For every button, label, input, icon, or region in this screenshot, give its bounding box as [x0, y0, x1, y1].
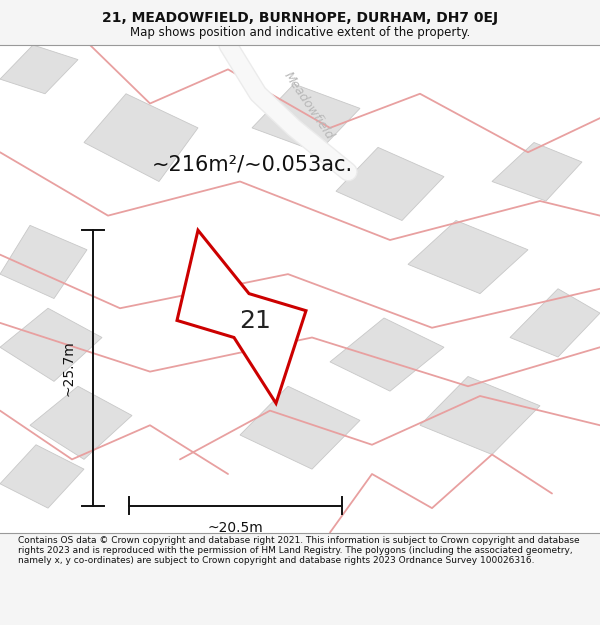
Text: Map shows position and indicative extent of the property.: Map shows position and indicative extent… — [130, 26, 470, 39]
Polygon shape — [252, 84, 360, 152]
Polygon shape — [0, 308, 102, 381]
Text: Contains OS data © Crown copyright and database right 2021. This information is : Contains OS data © Crown copyright and d… — [18, 536, 580, 566]
Polygon shape — [177, 230, 306, 403]
Polygon shape — [510, 289, 600, 357]
Polygon shape — [240, 386, 360, 469]
Polygon shape — [330, 318, 444, 391]
Polygon shape — [336, 148, 444, 221]
Polygon shape — [84, 94, 198, 181]
Polygon shape — [0, 45, 78, 94]
Polygon shape — [0, 226, 87, 299]
Text: ~216m²/~0.053ac.: ~216m²/~0.053ac. — [151, 154, 353, 174]
Polygon shape — [0, 445, 84, 508]
Text: 21: 21 — [239, 309, 271, 333]
Polygon shape — [420, 376, 540, 454]
Polygon shape — [30, 386, 132, 459]
Text: ~25.7m: ~25.7m — [61, 340, 75, 396]
Text: 21, MEADOWFIELD, BURNHOPE, DURHAM, DH7 0EJ: 21, MEADOWFIELD, BURNHOPE, DURHAM, DH7 0… — [102, 11, 498, 25]
Polygon shape — [408, 221, 528, 294]
Polygon shape — [492, 142, 582, 201]
Text: Meadowfield: Meadowfield — [281, 69, 337, 142]
Text: ~20.5m: ~20.5m — [208, 521, 263, 535]
